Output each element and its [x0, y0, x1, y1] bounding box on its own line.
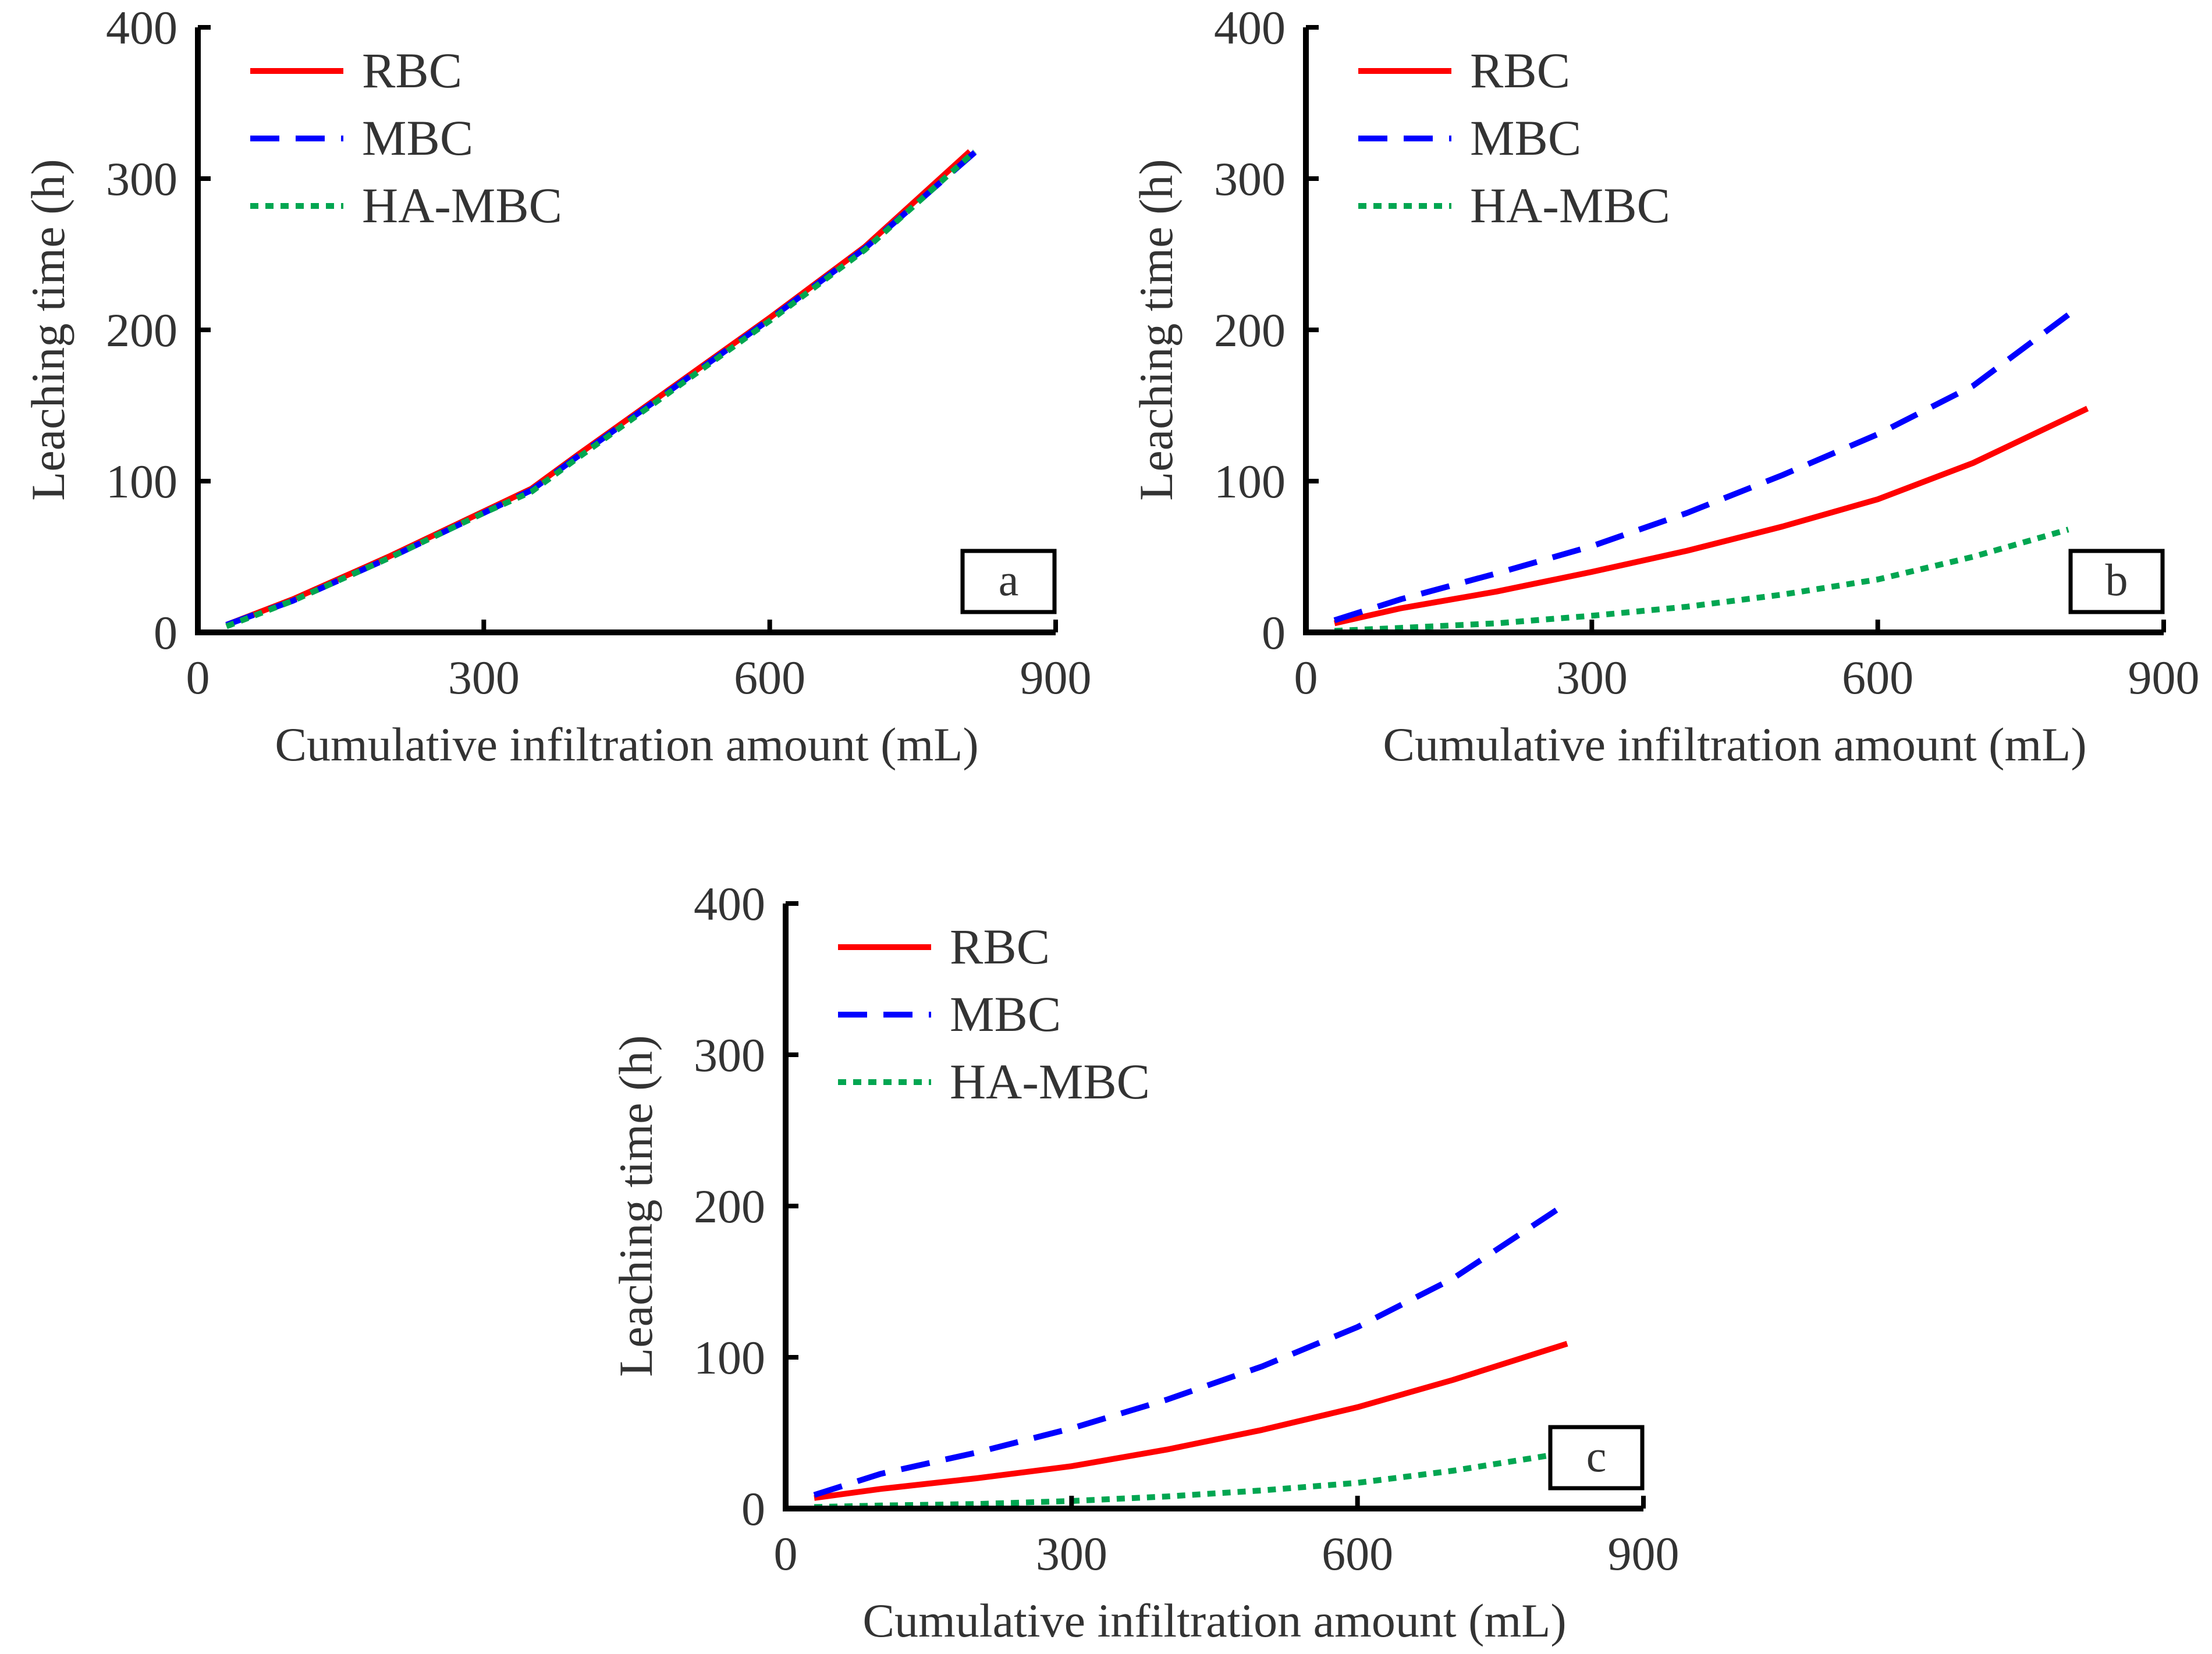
y-tick-label: 200: [694, 1180, 765, 1233]
x-tick-label: 900: [1020, 651, 1092, 704]
y-tick-label: 0: [741, 1482, 765, 1535]
y-tick-label: 100: [106, 455, 177, 508]
y-tick-label: 400: [106, 1, 177, 54]
series-line-rbc: [814, 1340, 1568, 1501]
legend-label-mbc: MBC: [362, 110, 473, 166]
series-line-mbc: [1333, 312, 2071, 623]
y-tick-label: 100: [1214, 455, 1286, 508]
x-tick-label: 0: [186, 651, 210, 704]
x-axis-label: Cumulative infiltration amount (mL): [275, 718, 978, 771]
y-tick-label: 400: [694, 877, 765, 930]
x-tick-label: 900: [2128, 651, 2200, 704]
y-tick-label: 100: [694, 1331, 765, 1384]
panel-label-box: [1548, 1425, 1645, 1491]
x-tick-label: 900: [1608, 1527, 1680, 1580]
panel-label: c: [1586, 1431, 1607, 1481]
y-axis-label: Leaching time (h): [1130, 159, 1183, 500]
y-tick-label: 0: [1262, 606, 1286, 659]
y-tick-label: 300: [1214, 152, 1286, 205]
x-tick-label: 0: [774, 1527, 798, 1580]
x-tick-label: 600: [1322, 1527, 1393, 1580]
y-tick-label: 300: [106, 152, 177, 205]
x-tick-label: 300: [448, 651, 520, 704]
panel-label: a: [999, 554, 1019, 605]
x-tick-label: 300: [1036, 1527, 1107, 1580]
series-line-ha-mbc: [1334, 527, 2069, 634]
panel-label-box: [960, 549, 1057, 614]
panel-label: b: [2106, 554, 2128, 605]
legend-label-ha-mbc: HA-MBC: [1470, 177, 1670, 233]
legend-label-ha-mbc: HA-MBC: [950, 1054, 1150, 1109]
legend-label-rbc: RBC: [362, 42, 462, 98]
x-axis-label: Cumulative infiltration amount (mL): [862, 1594, 1566, 1647]
x-tick-label: 600: [1842, 651, 1913, 704]
x-tick-label: 600: [734, 651, 805, 704]
legend-label-rbc: RBC: [950, 919, 1050, 974]
x-tick-label: 300: [1556, 651, 1628, 704]
series-line-ha-mbc: [814, 1449, 1568, 1510]
y-tick-label: 0: [154, 606, 177, 659]
chart-panel-a: 0 100 200 300 400 0 300 600 900 Cumulative infilt…: [22, 1, 1092, 771]
y-axis-label: Leaching time (h): [22, 159, 74, 500]
y-tick-label: 300: [694, 1029, 765, 1082]
y-axis-label: Leaching time (h): [609, 1035, 662, 1376]
legend-label-rbc: RBC: [1470, 42, 1570, 98]
series-line-rbc: [1333, 406, 2089, 627]
legend-label-ha-mbc: HA-MBC: [362, 177, 562, 233]
y-tick-label: 200: [1214, 304, 1286, 357]
series-line-mbc: [813, 1200, 1569, 1498]
y-tick-label: 400: [1214, 1, 1286, 54]
x-tick-label: 0: [1294, 651, 1318, 704]
legend-label-mbc: MBC: [1470, 110, 1581, 166]
x-axis-label: Cumulative infiltration amount (mL): [1383, 718, 2086, 771]
series-line-ha-mbc: [225, 149, 977, 629]
chart-panel-b: 0 100 200 300 400 0 300 600 900 Cumulative infilt…: [1130, 1, 2200, 771]
legend-label-mbc: MBC: [950, 986, 1061, 1042]
panel-label-box: [2068, 549, 2165, 614]
chart-panel-c: 0 100 200 300 400 0 300 600 900 Cumulative infilt…: [609, 877, 1680, 1647]
y-tick-label: 200: [106, 304, 177, 357]
